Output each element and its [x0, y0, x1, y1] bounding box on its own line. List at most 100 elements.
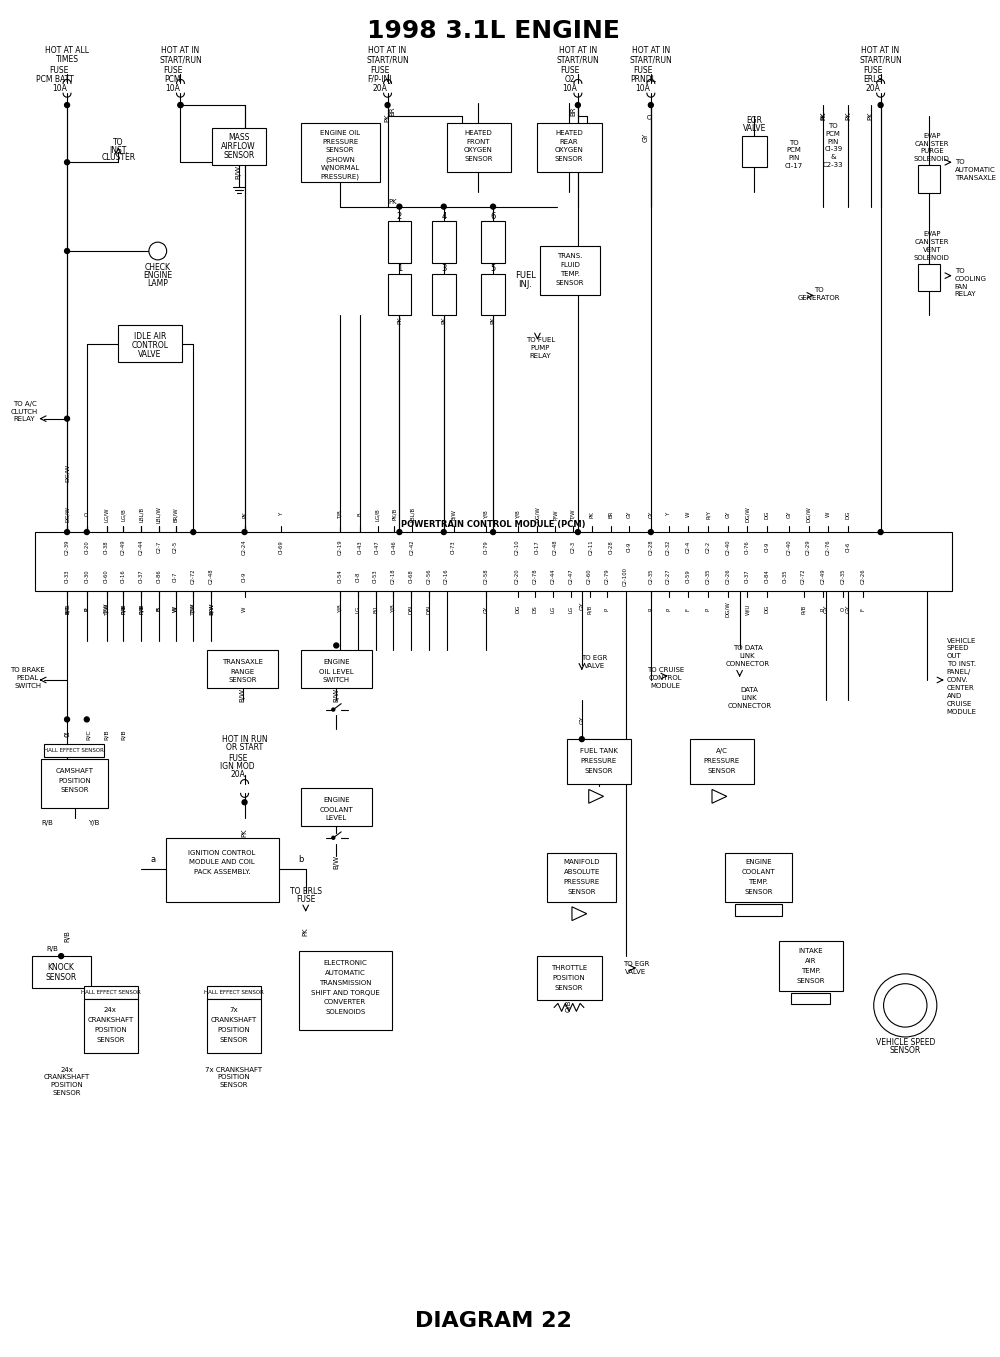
Text: LAMP: LAMP: [147, 280, 168, 288]
Circle shape: [242, 799, 247, 805]
Text: FAN: FAN: [955, 284, 968, 289]
Text: C2-35: C2-35: [841, 569, 846, 584]
Text: CI-46: CI-46: [392, 540, 397, 554]
Text: INTAKE: INTAKE: [798, 949, 823, 954]
Text: C2-26: C2-26: [860, 569, 865, 585]
Text: C2-72: C2-72: [191, 569, 196, 585]
Text: CLUTCH: CLUTCH: [11, 408, 38, 415]
Text: VALVE: VALVE: [584, 664, 605, 669]
Bar: [212, 128, 266, 166]
Text: PK: PK: [397, 316, 402, 324]
Bar: [567, 740, 631, 783]
Text: C2-5: C2-5: [173, 540, 178, 552]
Text: TO EGR: TO EGR: [623, 961, 649, 968]
Text: DG: DG: [515, 605, 520, 613]
Text: PK: PK: [868, 111, 874, 121]
Text: Y/B: Y/B: [338, 605, 343, 613]
Text: TO: TO: [828, 122, 838, 129]
Text: CI-84: CI-84: [765, 570, 770, 584]
Text: C2-20: C2-20: [515, 569, 520, 585]
Text: LINK: LINK: [742, 695, 757, 700]
Text: PCM: PCM: [164, 75, 181, 84]
Text: 24x: 24x: [61, 1067, 73, 1072]
Text: R/B: R/B: [587, 604, 592, 613]
Text: START/RUN: START/RUN: [859, 56, 902, 64]
Bar: [299, 951, 392, 1030]
Text: PK: PK: [441, 316, 446, 324]
Text: TO ERLS: TO ERLS: [290, 887, 322, 897]
Text: &: &: [831, 155, 836, 160]
Circle shape: [65, 417, 70, 421]
Bar: [166, 837, 279, 902]
Text: 1: 1: [397, 265, 402, 273]
Bar: [118, 324, 182, 362]
Text: POSITION: POSITION: [553, 974, 585, 981]
Text: OR START: OR START: [226, 742, 263, 752]
Text: VALVE: VALVE: [743, 125, 766, 133]
Text: MODULE AND COIL: MODULE AND COIL: [189, 859, 255, 866]
Text: PK: PK: [303, 927, 309, 936]
Circle shape: [491, 204, 496, 209]
Text: PCM BATT: PCM BATT: [36, 75, 74, 84]
Text: W: W: [826, 512, 831, 517]
Text: START/RUN: START/RUN: [557, 56, 599, 64]
Circle shape: [178, 103, 183, 107]
Text: PIN: PIN: [788, 155, 800, 161]
Circle shape: [385, 103, 390, 107]
Text: INST.: INST.: [109, 147, 128, 155]
Text: CONV.: CONV.: [947, 677, 968, 683]
Text: P: P: [84, 607, 89, 611]
Bar: [207, 985, 261, 999]
Text: SOLENOID: SOLENOID: [914, 255, 950, 261]
Text: SENSOR: SENSOR: [555, 156, 583, 163]
Text: HEATED: HEATED: [464, 130, 492, 136]
Bar: [388, 274, 411, 315]
Text: ERLS: ERLS: [863, 75, 882, 84]
Text: CI-60: CI-60: [104, 570, 109, 584]
Text: CI-7: CI-7: [173, 571, 178, 582]
Text: RANGE: RANGE: [230, 669, 255, 674]
Text: CI-17: CI-17: [535, 540, 540, 554]
Text: EVAP: EVAP: [923, 133, 941, 138]
Polygon shape: [589, 790, 604, 803]
Bar: [207, 650, 278, 688]
Text: PURGE: PURGE: [920, 148, 944, 155]
Text: CI-9: CI-9: [242, 571, 247, 582]
Bar: [779, 942, 843, 991]
Text: CI-86: CI-86: [156, 570, 161, 584]
Text: CI-37: CI-37: [745, 570, 750, 584]
Text: CI-68: CI-68: [409, 570, 414, 584]
Circle shape: [191, 529, 196, 535]
Text: CI-20: CI-20: [84, 540, 89, 554]
Text: C2-40: C2-40: [725, 539, 730, 555]
Circle shape: [242, 529, 247, 535]
Text: O: O: [841, 607, 846, 611]
Text: AIR: AIR: [805, 958, 816, 963]
Text: PK: PK: [491, 316, 496, 324]
Bar: [388, 221, 411, 263]
Text: C2-16: C2-16: [444, 569, 449, 585]
Bar: [432, 274, 456, 315]
Text: C2-48: C2-48: [553, 539, 558, 555]
Text: CI-69: CI-69: [279, 540, 284, 554]
Bar: [32, 957, 91, 988]
Text: PK: PK: [388, 198, 397, 205]
Text: ENGINE: ENGINE: [323, 798, 350, 803]
Text: VENT: VENT: [923, 247, 941, 252]
Text: C2-28: C2-28: [648, 539, 653, 555]
Bar: [918, 166, 940, 193]
Text: α: α: [63, 731, 72, 737]
Text: TIMES: TIMES: [56, 56, 79, 64]
Text: CI-16: CI-16: [121, 570, 126, 584]
Text: GY: GY: [643, 133, 649, 142]
Text: R/B: R/B: [41, 820, 53, 826]
Text: 20A: 20A: [372, 84, 387, 92]
Circle shape: [84, 529, 89, 535]
Text: C2-27: C2-27: [666, 569, 671, 585]
Text: B/W: B/W: [209, 604, 214, 615]
Bar: [742, 136, 767, 167]
Text: CONTROL: CONTROL: [649, 674, 682, 681]
Text: POSITION: POSITION: [59, 778, 91, 783]
Text: C2-58: C2-58: [484, 569, 489, 585]
Text: DG: DG: [765, 605, 770, 613]
